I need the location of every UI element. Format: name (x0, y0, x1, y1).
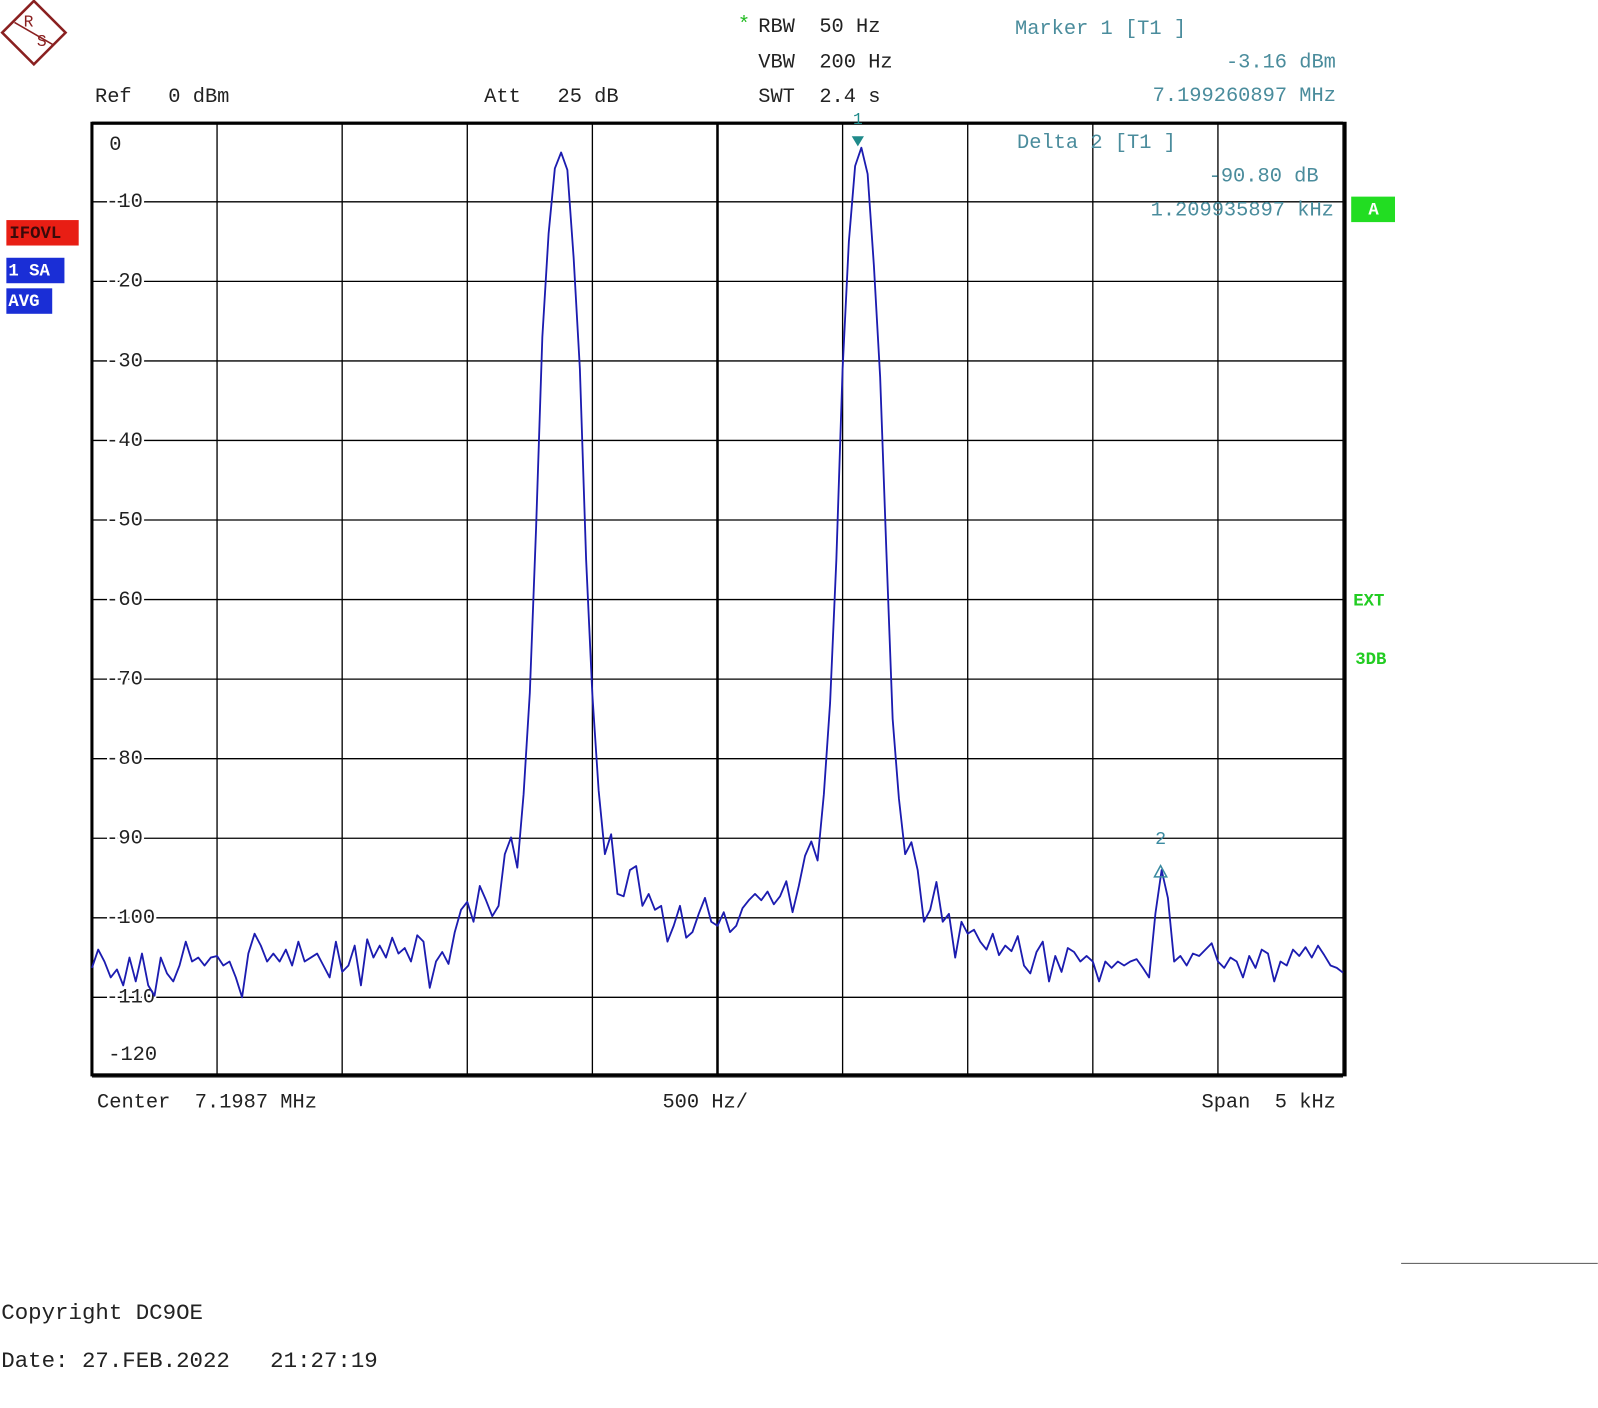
trace-badge (6, 257, 65, 284)
div: 500 Hz/ (662, 1092, 748, 1115)
avg: AVG (8, 293, 39, 312)
marker-label: 1 (853, 110, 863, 129)
marker1-title: Marker 1 [T1 ] (1015, 18, 1186, 41)
marker-label: 2 (1155, 829, 1166, 850)
y-tick-label: -100 (106, 907, 155, 930)
delta-readout: Delta 2 [T1 ] (1017, 132, 1176, 155)
y-tick-label: -60 (106, 589, 143, 612)
marker-symbol (851, 136, 864, 147)
trace (91, 146, 1344, 999)
swt: SWT 2.4 s (758, 86, 880, 109)
marker1-freq: 7.199260897 MHz (1153, 85, 1336, 108)
center-freq: Center 7.1987 MHz (97, 1092, 317, 1115)
rbw-flag: * (738, 14, 750, 37)
y-tick-label: -70 (106, 668, 143, 691)
ifovl: IFOVL (9, 225, 61, 244)
marker-symbol (1153, 864, 1168, 878)
marker1-level: -3.16 dBm (1226, 52, 1336, 75)
date: Date: 27.FEB.2022 21:27:19 (1, 1348, 378, 1374)
attenuation: Att 25 dB (484, 86, 618, 109)
3db: 3DB (1355, 651, 1387, 670)
logo: R S (0, 0, 68, 67)
y-tick-label: 0 (109, 134, 121, 157)
logo-s: S (37, 32, 47, 51)
y-tick-label: -10 (106, 191, 143, 214)
y-tick-label: -40 (106, 430, 143, 453)
y-tick-label: -20 (106, 271, 143, 294)
plot: -120-110-100-90-80-70-60-50-40-30-20-100 (90, 121, 1347, 1078)
trace-mode: 1 SA (8, 263, 50, 282)
span: Span 5 kHz (1202, 1092, 1336, 1115)
rbw: RBW 50 Hz (758, 16, 880, 39)
ifovl-badge (6, 220, 79, 246)
logo-r: R (24, 13, 34, 32)
overlay: 1 2 Delta 2 [T1 ] -90.80 dB 1.209935897 kHz (851, 110, 1334, 878)
vbw: VBW 200 Hz (758, 52, 892, 75)
ext: EXT (1353, 593, 1384, 612)
a-badge (1351, 196, 1396, 223)
logo-diamond (0, 0, 68, 67)
y-tick-label: -110 (106, 987, 155, 1010)
ref-level: Ref 0 dBm (95, 86, 229, 109)
delta-readout: 1.209935897 kHz (1151, 199, 1334, 222)
plot-frame (90, 121, 1347, 1077)
avg-badge (6, 288, 53, 314)
y-tick-label: -50 (106, 509, 143, 532)
y-tick-label: -90 (106, 828, 143, 851)
copyright: Copyright DC9OE (1, 1300, 203, 1326)
y-tick-label: -120 (108, 1044, 157, 1067)
y-tick-label: -80 (106, 748, 143, 771)
delta-readout: -90.80 dB (1209, 166, 1319, 189)
y-tick-label: -30 (106, 350, 143, 373)
logo-slash (14, 21, 54, 46)
trace-a: A (1368, 201, 1379, 220)
